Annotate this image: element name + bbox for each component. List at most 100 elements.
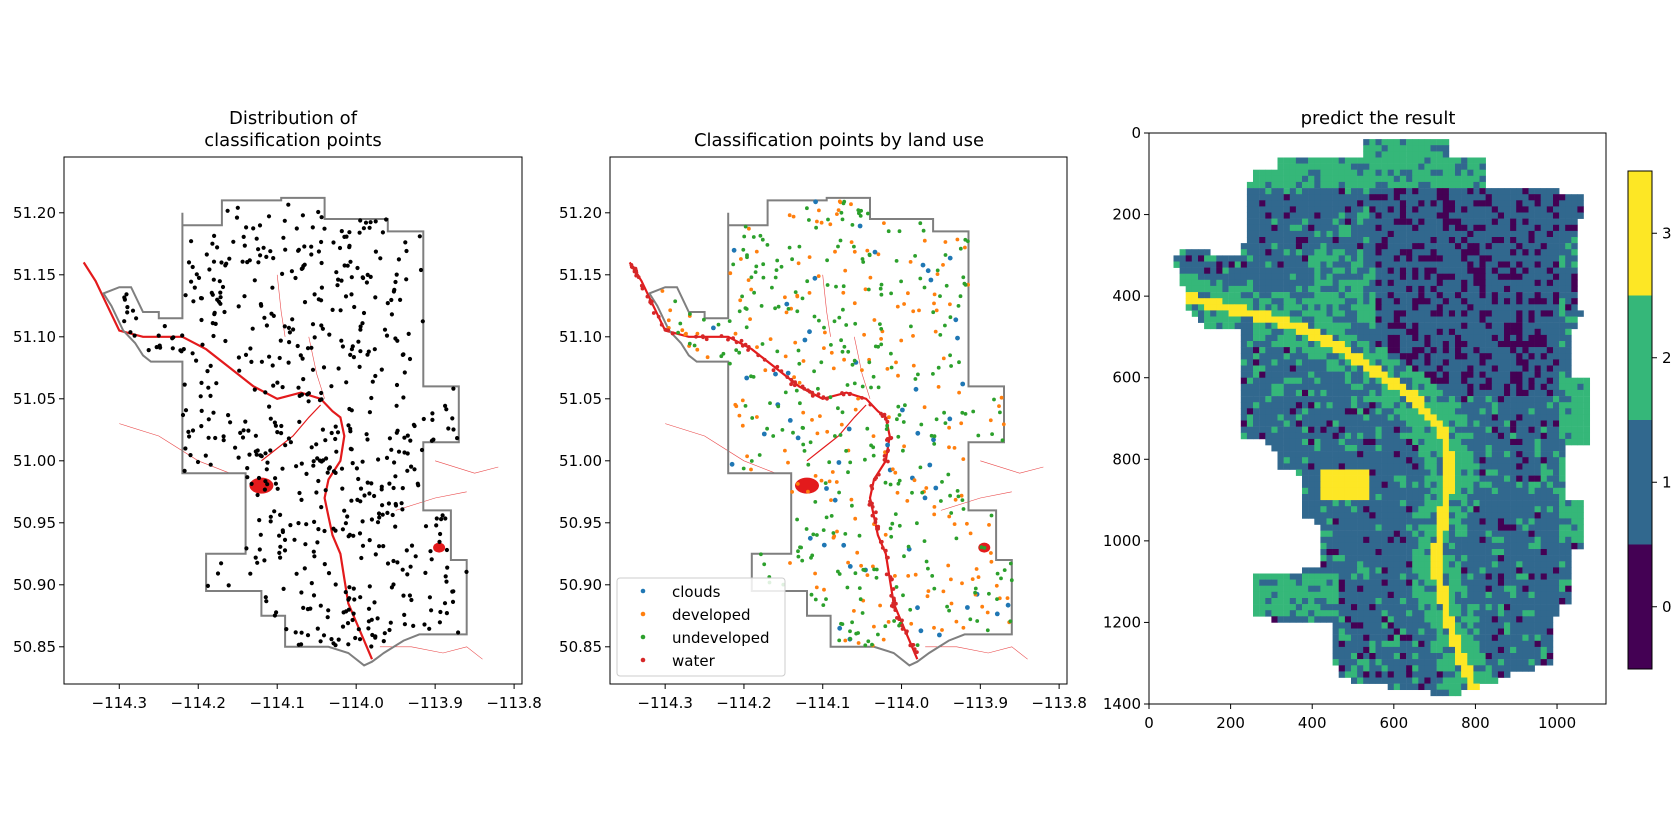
- point: [223, 263, 228, 268]
- raster-cell: [1455, 408, 1462, 415]
- raster-cell: [1467, 506, 1474, 513]
- point: [244, 546, 249, 551]
- raster-cell: [1504, 389, 1511, 397]
- point: [336, 277, 341, 282]
- raster-cell: [1528, 359, 1535, 366]
- raster-cell: [1399, 389, 1407, 397]
- point: [376, 511, 382, 516]
- raster-cell: [1534, 267, 1542, 275]
- raster-cell: [1540, 188, 1548, 195]
- point: [369, 395, 374, 401]
- raster-cell: [1338, 463, 1346, 470]
- raster-cell: [1528, 561, 1535, 568]
- point: [326, 466, 332, 471]
- raster-cell: [1522, 347, 1529, 354]
- raster-cell: [1577, 512, 1584, 519]
- point-undeveloped: [823, 481, 828, 485]
- raster-cell: [1381, 383, 1389, 391]
- raster-cell: [1326, 175, 1333, 183]
- raster-cell: [1314, 365, 1321, 372]
- raster-cell: [1253, 243, 1260, 250]
- raster-cell: [1504, 481, 1511, 489]
- raster-cell: [1326, 383, 1333, 391]
- raster-cell: [1326, 304, 1333, 311]
- raster-cell: [1253, 206, 1260, 213]
- raster-cell: [1565, 396, 1572, 403]
- raster-cell: [1479, 555, 1486, 562]
- point-clouds: [731, 247, 737, 253]
- raster-cell: [1473, 524, 1480, 531]
- raster-cell: [1277, 249, 1284, 256]
- point: [235, 205, 240, 210]
- raster-cell: [1412, 169, 1419, 177]
- raster-cell: [1185, 279, 1193, 287]
- raster-cell: [1516, 555, 1523, 562]
- raster-cell: [1320, 524, 1327, 531]
- point: [287, 330, 292, 335]
- raster-cell: [1546, 206, 1554, 213]
- raster-cell: [1497, 322, 1505, 330]
- raster-cell: [1516, 310, 1523, 317]
- raster-cell: [1540, 389, 1548, 397]
- raster-cell: [1442, 500, 1450, 507]
- raster-cell: [1308, 420, 1315, 427]
- point-developed: [959, 421, 964, 426]
- raster-cell: [1516, 457, 1523, 464]
- point-developed: [872, 318, 877, 322]
- raster-cell: [1522, 292, 1529, 299]
- point-water: [731, 336, 735, 340]
- raster-cell: [1522, 377, 1529, 385]
- raster-cell: [1314, 371, 1321, 379]
- raster-cell: [1338, 347, 1346, 354]
- point-undeveloped: [960, 498, 965, 502]
- raster-cell: [1540, 414, 1548, 421]
- raster-cell: [1442, 365, 1450, 372]
- raster-cell: [1497, 451, 1505, 458]
- raster-cell: [1240, 261, 1248, 268]
- point: [263, 451, 268, 456]
- raster-cell: [1497, 249, 1505, 256]
- point-undeveloped: [779, 264, 784, 269]
- raster-cell: [1485, 420, 1493, 427]
- raster-cell: [1553, 359, 1560, 366]
- raster-cell: [1534, 365, 1542, 372]
- raster-cell: [1344, 542, 1352, 550]
- raster-cell: [1375, 445, 1382, 452]
- raster-cell: [1369, 322, 1376, 330]
- raster-cell: [1516, 292, 1523, 299]
- raster-cell: [1467, 451, 1474, 458]
- raster-cell: [1314, 451, 1321, 458]
- point: [450, 416, 455, 421]
- raster-cell: [1302, 420, 1309, 427]
- raster-cell: [1491, 567, 1499, 574]
- point: [264, 254, 269, 259]
- point-water: [821, 395, 826, 399]
- raster-cell: [1461, 194, 1468, 201]
- raster-cell: [1565, 310, 1572, 317]
- p1-creek: [119, 423, 230, 474]
- raster-cell: [1491, 328, 1499, 336]
- raster-cell: [1516, 567, 1523, 574]
- raster-cell: [1553, 371, 1560, 379]
- point-developed: [783, 295, 787, 300]
- raster-cell: [1393, 292, 1401, 299]
- raster-cell: [1283, 341, 1291, 348]
- raster-cell: [1540, 500, 1548, 507]
- raster-cell: [1412, 414, 1419, 421]
- raster-cell: [1314, 567, 1321, 574]
- raster-cell: [1259, 261, 1266, 268]
- point: [350, 461, 355, 466]
- raster-cell: [1381, 500, 1389, 507]
- raster-cell: [1412, 139, 1419, 146]
- point: [190, 428, 196, 433]
- point: [297, 393, 302, 398]
- point: [280, 466, 285, 471]
- raster-cell: [1283, 310, 1291, 317]
- raster-cell: [1461, 426, 1468, 434]
- point-undeveloped: [866, 211, 870, 216]
- raster-cell: [1216, 267, 1223, 275]
- raster-cell: [1461, 487, 1468, 495]
- raster-cell: [1436, 469, 1444, 476]
- point-undeveloped: [955, 489, 960, 493]
- point-undeveloped: [745, 255, 749, 260]
